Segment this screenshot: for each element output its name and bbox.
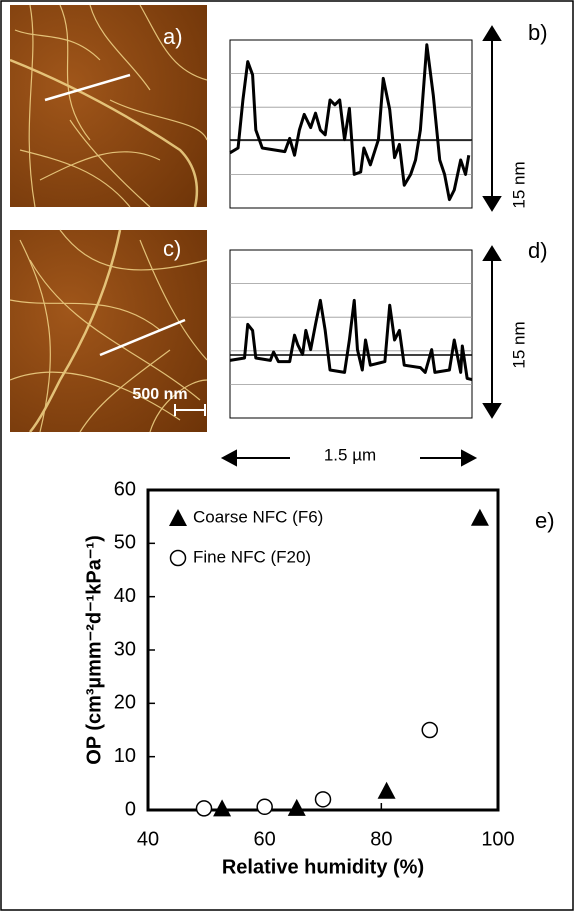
circle-marker (256, 798, 273, 816)
profile-frame (229, 249, 473, 419)
height-scale-label: 15 nm (509, 161, 528, 208)
x-tick-label: 60 (254, 828, 276, 850)
y-tick-label: 60 (114, 478, 136, 500)
length-arrow (220, 449, 478, 467)
length-scale-label: 1.5 µm (324, 445, 376, 464)
afm-image-a (9, 4, 208, 208)
panel-label: d) (528, 238, 548, 263)
y-tick-label: 30 (114, 638, 136, 660)
x-tick-label: 80 (370, 828, 392, 850)
triangle-marker (470, 508, 489, 526)
panel-label: c) (163, 236, 181, 261)
y-tick-label: 20 (114, 692, 136, 714)
height-profile (229, 43, 471, 202)
y-axis-label: OP (cm³µmm⁻²d⁻¹kPa⁻¹) (83, 535, 105, 765)
x-tick-label: 100 (481, 828, 514, 850)
legend-label: Coarse NFC (F6) (193, 507, 323, 526)
y-tick-label: 50 (114, 532, 136, 554)
circle-marker (195, 800, 213, 817)
profile-frame (229, 39, 473, 209)
legend-label: Fine NFC (F20) (193, 547, 311, 566)
triangle-marker (287, 798, 306, 816)
plot-frame (146, 488, 500, 812)
triangle-marker (377, 781, 396, 799)
x-axis-label: Relative humidity (%) (222, 856, 424, 878)
scale-bar-label: 500 nm (132, 386, 187, 403)
y-tick-label: 40 (114, 585, 136, 607)
height-profile (229, 298, 473, 382)
y-tick-label: 0 (125, 798, 136, 820)
circle-marker (169, 549, 187, 567)
y-tick-label: 10 (114, 745, 136, 767)
triangle-marker (213, 799, 232, 817)
panel-label: e) (535, 508, 555, 533)
circle-marker (314, 791, 332, 808)
circle-marker (421, 721, 438, 739)
triangle-marker (169, 509, 187, 526)
panel-label: a) (163, 24, 183, 49)
height-scale-label: 15 nm (509, 321, 528, 368)
height-arrow (482, 25, 502, 419)
x-tick-label: 40 (137, 828, 159, 850)
afm-image-c (9, 229, 208, 433)
panel-label: b) (528, 20, 548, 45)
